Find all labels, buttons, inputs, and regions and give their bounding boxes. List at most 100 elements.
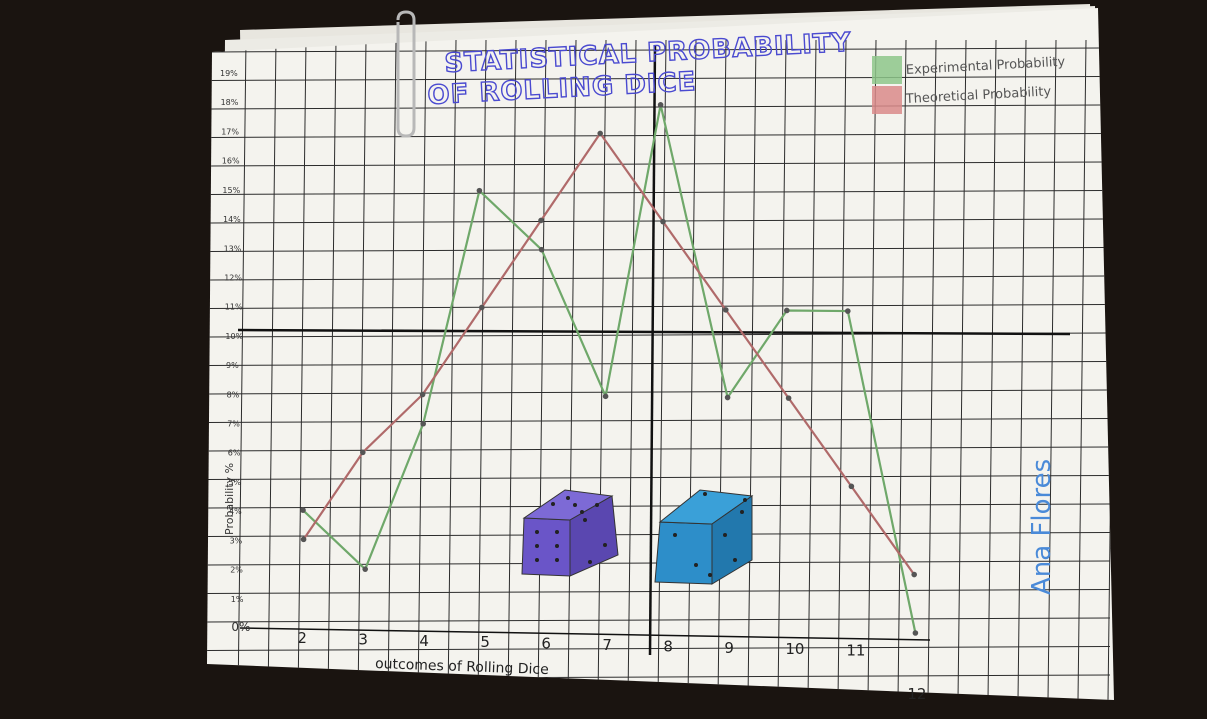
- x-tick-label: 4: [419, 632, 429, 650]
- y-tick-label: 12%: [224, 273, 242, 282]
- grid-line-horizontal: [205, 704, 1110, 708]
- theoretical-data-point: [419, 391, 426, 398]
- grid-line-horizontal: [207, 190, 1111, 195]
- x-tick-label: 6: [541, 635, 551, 653]
- grid-line-horizontal: [207, 76, 1111, 81]
- theoretical-data-point: [360, 449, 366, 456]
- purple-die-drawing: [521, 489, 619, 577]
- grid-line-horizontal: [207, 47, 1111, 53]
- experimental-data-point: [300, 507, 306, 513]
- theoretical-data-point: [660, 218, 666, 225]
- theoretical-data-point: [538, 217, 544, 224]
- experimental-data-point: [602, 393, 609, 400]
- grid-line-vertical: [327, 39, 337, 700]
- grid-line-horizontal: [207, 389, 1111, 395]
- grid-line-vertical: [597, 39, 607, 700]
- grid-line-horizontal: [207, 104, 1111, 110]
- experimental-data-point: [912, 630, 919, 636]
- grid-line-vertical: [387, 39, 397, 700]
- experimental-data-point: [420, 420, 427, 427]
- x-tick-label: 11: [846, 642, 865, 660]
- grid-line-vertical: [867, 39, 877, 700]
- grid-line-vertical: [417, 39, 427, 700]
- grid-line-horizontal: [207, 247, 1111, 252]
- y-tick-label: 15%: [222, 186, 240, 195]
- theoretical-data-point: [911, 571, 917, 578]
- grid-line-horizontal: [207, 361, 1111, 366]
- grid-line-vertical: [657, 39, 667, 700]
- grid-line-vertical: [537, 39, 547, 700]
- x-tick-label: 10: [785, 640, 804, 658]
- experimental-data-point: [538, 246, 545, 253]
- y-axis-line: [648, 44, 657, 656]
- grid-line-vertical: [807, 39, 817, 700]
- x-tick-labels: 2 3 4 5 6 7 8 9 10 11 12: [297, 629, 926, 703]
- blue-die-drawing: [654, 489, 754, 585]
- experimental-data-point: [784, 307, 790, 314]
- y-tick-label: 10%: [225, 332, 243, 341]
- y-tick-label: 3%: [230, 536, 243, 545]
- y-tick-label: 19%: [220, 69, 238, 78]
- grid-line-vertical: [357, 39, 367, 700]
- grid-line-horizontal: [207, 617, 1111, 623]
- grid-line-vertical: [447, 39, 457, 700]
- grid-lines: [205, 39, 1114, 708]
- grid-line-vertical: [837, 39, 847, 700]
- experimental-data-point: [476, 187, 483, 194]
- y-axis-label: Probability %: [223, 463, 236, 535]
- experimental-data-point: [362, 566, 369, 572]
- y-tick-label: 8%: [227, 390, 240, 399]
- grid-line-horizontal: [207, 532, 1111, 537]
- legend-swatch-experimental: [872, 56, 902, 84]
- theoretical-data-point: [479, 304, 485, 311]
- author-signature: Ana Flores: [1027, 459, 1057, 595]
- x-tick-label: 5: [480, 633, 490, 651]
- paperclip: [396, 10, 416, 138]
- grid-line-horizontal: [207, 503, 1111, 509]
- grid-line-vertical: [507, 39, 517, 700]
- y-tick-label: 6%: [228, 449, 241, 458]
- x-axis-line: [237, 328, 1071, 336]
- y-tick-label: 4%: [229, 507, 242, 516]
- grid-line-vertical: [1107, 39, 1114, 700]
- grid-line-horizontal: [207, 446, 1111, 452]
- grid-line-horizontal: [207, 646, 1111, 651]
- grid-line-horizontal: [207, 304, 1111, 309]
- grid-line-vertical: [567, 39, 577, 700]
- grid-line-vertical: [297, 39, 307, 700]
- x-tick-label: 7: [602, 636, 612, 654]
- grid-line-horizontal: [207, 275, 1111, 281]
- y-tick-label: 17%: [221, 127, 239, 136]
- grid-line-horizontal: [207, 133, 1111, 138]
- grid-line-horizontal: [207, 161, 1111, 167]
- theoretical-data-point: [848, 483, 855, 490]
- y-tick-label: 5%: [228, 478, 241, 487]
- grid-line-vertical: [777, 39, 787, 700]
- experimental-data-point: [845, 308, 851, 314]
- grid-line-vertical: [687, 39, 697, 700]
- theoretical-data-point: [300, 536, 307, 543]
- experimental-data-point: [724, 394, 731, 401]
- legend-swatch-theoretical: [872, 86, 902, 114]
- y-tick-labels: 0% 1% 2% 3% 4% 5% 6% 7% 8% 9% 10% 11% 12% 13% 14% 15% 16…: [220, 69, 250, 634]
- x-axis-label: outcomes of Rolling Dice: [375, 656, 549, 678]
- grid-line-horizontal: [207, 218, 1111, 224]
- y-tick-label: 14%: [223, 215, 241, 224]
- x-tick-label: 12: [907, 685, 926, 703]
- grid-line-vertical: [267, 39, 277, 700]
- y-tick-label: 7%: [227, 420, 240, 429]
- grid-line-horizontal: [207, 418, 1111, 423]
- theoretical-data-point: [597, 130, 603, 137]
- y-tick-label: 2%: [230, 566, 243, 575]
- y-tick-label: 0%: [231, 620, 250, 634]
- y-tick-label: 1%: [231, 595, 244, 604]
- x-tick-label: 9: [724, 639, 734, 657]
- grid-line-vertical: [477, 39, 487, 700]
- theoretical-data-point: [785, 395, 792, 401]
- grid-line-vertical: [747, 39, 757, 700]
- experimental-data-point: [657, 102, 664, 108]
- x-tick-label: 2: [297, 629, 307, 647]
- grid-line-horizontal: [207, 589, 1111, 594]
- y-tick-label: 18%: [221, 98, 239, 107]
